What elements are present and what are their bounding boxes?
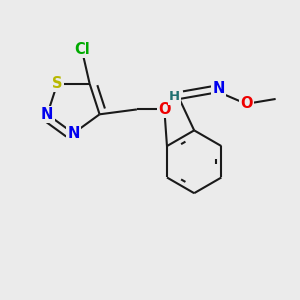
- Text: H: H: [169, 91, 180, 103]
- Text: Cl: Cl: [74, 42, 90, 57]
- Text: N: N: [67, 126, 80, 141]
- Text: O: O: [240, 96, 252, 111]
- Text: S: S: [52, 76, 62, 91]
- Text: O: O: [158, 102, 171, 117]
- Text: N: N: [41, 107, 53, 122]
- Text: N: N: [212, 81, 225, 96]
